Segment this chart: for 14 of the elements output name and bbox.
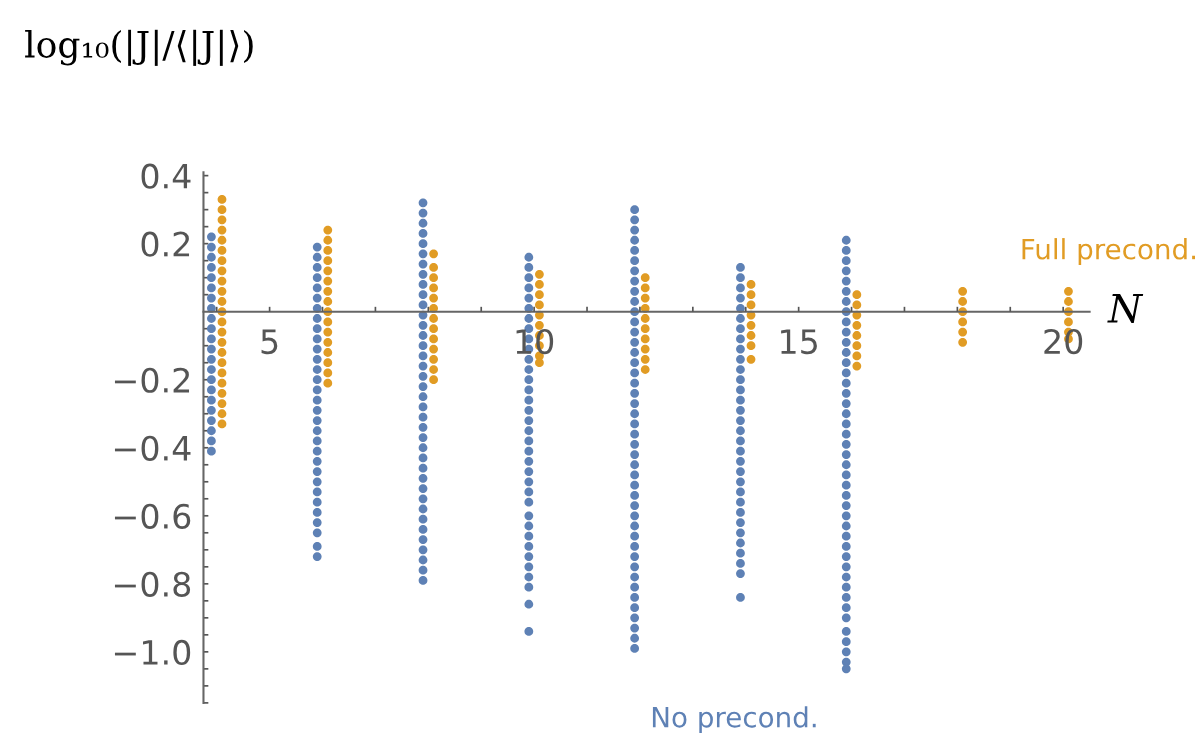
x-tick-label: 20 [1044, 328, 1083, 355]
series-label: No precond. [652, 706, 816, 734]
x-axis-title: N [1107, 294, 1144, 323]
x-tick-label: 5 [261, 329, 278, 355]
y-tick-label: −0.8 [114, 571, 191, 597]
y-tick-label: 0.4 [141, 163, 191, 189]
y-axis-title: log₁₀(|J|/⟨|J|⟩) [25, 29, 253, 66]
series-label: Full precond. [1022, 238, 1195, 265]
y-tick-label: −1.0 [114, 639, 191, 665]
y-tick-label: 0.2 [141, 231, 190, 257]
y-tick-label: −0.2 [114, 367, 190, 393]
x-tick-label: 15 [781, 329, 817, 355]
y-tick-label: −0.4 [114, 435, 191, 461]
y-tick-label: −0.6 [114, 503, 191, 529]
